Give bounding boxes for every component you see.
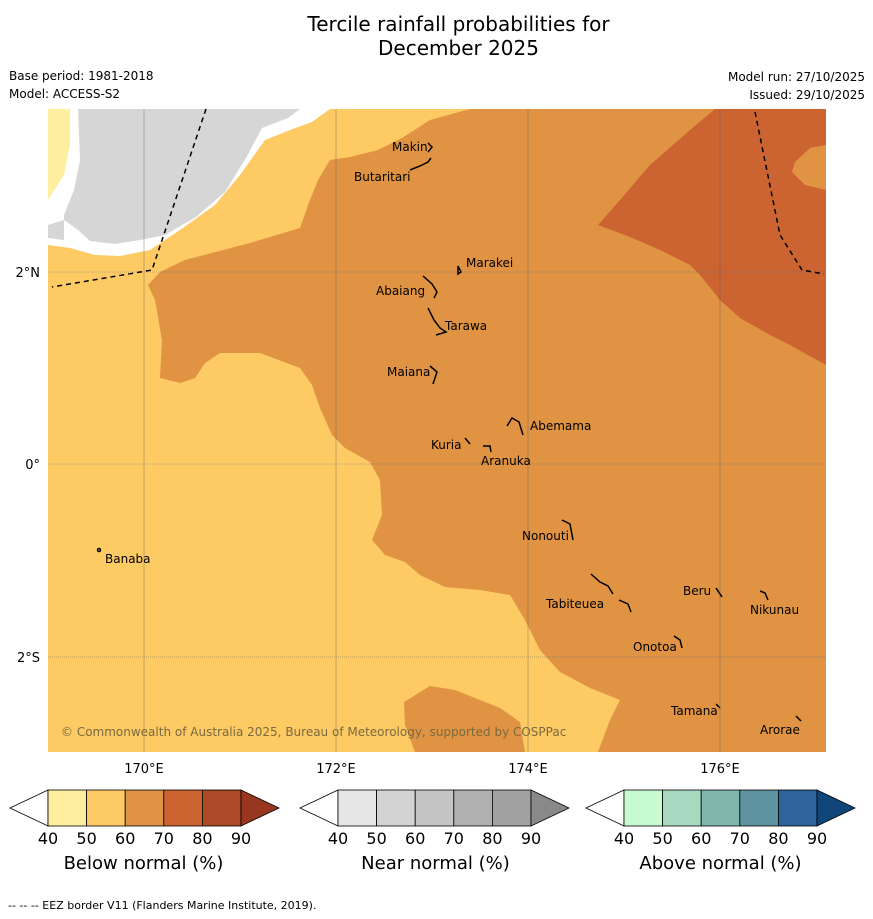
label-butaritari: Butaritari [354, 170, 411, 184]
base-period-text: Base period: 1981-2018 [9, 69, 154, 83]
lon-label-170e: 170°E [124, 762, 164, 777]
colorbar-below-segment [163, 789, 203, 827]
colorbar-above-tick: 50 [652, 829, 672, 848]
colorbar-near-segment [491, 789, 532, 827]
map-title-line1: Tercile rainfall probabilities for [307, 12, 610, 36]
label-onotoa: Onotoa [633, 640, 677, 654]
colorbar-below-tick: 80 [192, 829, 212, 848]
colorbar-below-title: Below normal (%) [63, 853, 224, 874]
region-edge-left [48, 175, 64, 225]
colorbar-below-high-extend [240, 789, 280, 827]
colorbar-near-tick: 50 [366, 829, 386, 848]
gridlines [48, 109, 826, 752]
lat-label-2s: 2°S [17, 651, 40, 666]
label-makin: Makin [392, 140, 428, 154]
lon-label-172e: 172°E [316, 762, 356, 777]
region-60-70 [148, 109, 826, 752]
lon-labels: 170°E 172°E 174°E 176°E [124, 762, 740, 777]
label-arorae: Arorae [760, 723, 800, 737]
colorbar-above-high-extend [816, 789, 856, 827]
label-tamana: Tamana [670, 704, 718, 718]
copyright-text: © Commonwealth of Australia 2025, Bureau… [61, 725, 566, 739]
colorbar-near-title: Near normal (%) [361, 853, 510, 874]
colorbar-above-segment [700, 789, 741, 827]
label-tabiteuea: Tabiteuea [545, 597, 604, 611]
colorbar-below-tick: 40 [38, 829, 58, 848]
colorbar-near-tick: 90 [521, 829, 541, 848]
colorbar-below-segment [47, 789, 87, 827]
label-tarawa: Tarawa [444, 319, 487, 333]
map-title-line2: December 2025 [378, 36, 539, 60]
place-labels: Makin Butaritari Marakei Abaiang Tarawa … [105, 140, 800, 737]
colorbar-near-segment [337, 789, 377, 827]
colorbar-above-segment [739, 789, 779, 827]
label-beru: Beru [683, 584, 711, 598]
label-abaiang: Abaiang [376, 284, 425, 298]
colorbar-near-segment [414, 789, 455, 827]
colorbar-near-tick: 40 [328, 829, 348, 848]
colorbar-below-segment [86, 789, 126, 827]
map-title: Tercile rainfall probabilities for Decem… [0, 12, 873, 60]
colorbar-above-low-extend [585, 789, 625, 827]
colorbar-near-high-extend [530, 789, 570, 827]
label-marakei: Marakei [466, 256, 513, 270]
colorbar-above-tick: 60 [691, 829, 711, 848]
colorbar-near-tick: 80 [482, 829, 502, 848]
colorbar-above-segment [778, 789, 818, 827]
colorbar-near-segment [453, 789, 493, 827]
label-kuria: Kuria [431, 438, 462, 452]
colorbar-near-tick: 70 [444, 829, 464, 848]
colorbar-above-tick: 40 [614, 829, 634, 848]
colorbar-below-segment [201, 789, 242, 827]
label-maiana: Maiana [387, 365, 430, 379]
colorbar-below-segment [124, 789, 165, 827]
region-near-normal-50-60 [64, 109, 300, 244]
colorbar-below-tick: 60 [115, 829, 135, 848]
colorbar-below-tick: 70 [154, 829, 174, 848]
colorbar-near-tick: 60 [405, 829, 425, 848]
model-run-text: Model run: 27/10/2025 [727, 70, 865, 84]
region-60-70-south [404, 686, 525, 752]
eez-footer: -- -- -- EEZ border V11 (Flanders Marine… [8, 899, 317, 912]
colorbar-near-segment [376, 789, 416, 827]
colorbar-below-tick: 50 [76, 829, 96, 848]
colorbar-below-low-extend [9, 789, 49, 827]
colorbar-near-low-extend [299, 789, 339, 827]
colorbar-above-title: Above normal (%) [639, 853, 802, 874]
lat-labels: 2°N 0° 2°S [16, 266, 41, 666]
region-40-50 [48, 109, 70, 200]
colorbars: 40 50 60 70 80 90 40 50 60 70 80 90 40 50 60 70 80 90 [9, 789, 856, 848]
label-nikunau: Nikunau [750, 603, 799, 617]
colorbar-above-tick: 80 [768, 829, 788, 848]
probability-map: Makin Butaritari Marakei Abaiang Tarawa … [9, 108, 856, 848]
colorbar-above-tick: 70 [730, 829, 750, 848]
region-70-80-spot [733, 221, 746, 231]
colorbar-above-segment [662, 789, 702, 827]
region-70-80 [598, 109, 826, 365]
colorbar-above-segment [623, 789, 663, 827]
model-text: Model: ACCESS-S2 [9, 87, 121, 101]
lon-label-176e: 176°E [700, 762, 740, 777]
colorbar-above-tick: 90 [807, 829, 827, 848]
lat-label-0: 0° [25, 458, 40, 473]
lat-label-2n: 2°N [16, 266, 41, 281]
label-nonouti: Nonouti [522, 529, 569, 543]
label-abemama: Abemama [530, 419, 591, 433]
lon-label-174e: 174°E [508, 762, 548, 777]
eez-borders [51, 108, 825, 288]
issued-text: Issued: 29/10/2025 [749, 88, 865, 102]
label-aranuka: Aranuka [481, 454, 531, 468]
colorbar-below-tick: 90 [231, 829, 251, 848]
island-outlines [96, 142, 802, 722]
region-near-normal-edge [48, 220, 64, 240]
label-banaba: Banaba [105, 552, 151, 566]
